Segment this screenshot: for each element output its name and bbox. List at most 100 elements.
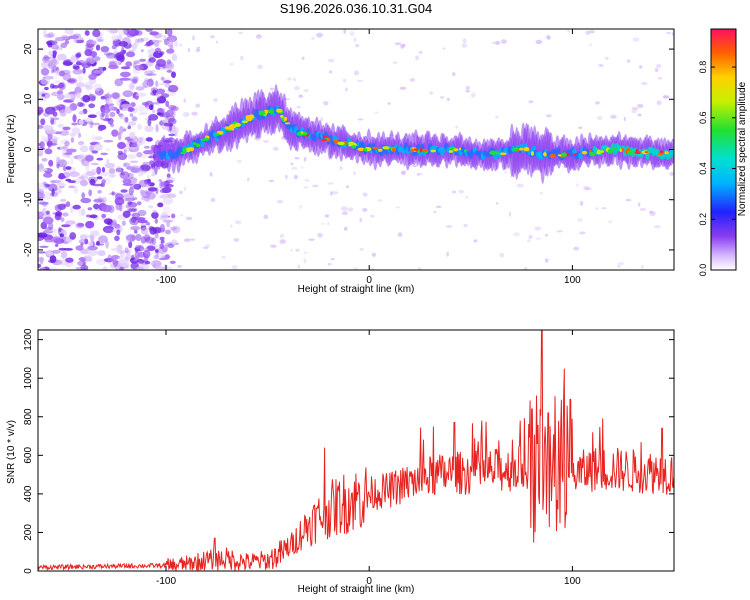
noise-blob	[96, 166, 102, 175]
x-tick-label: 0	[366, 576, 372, 587]
colorbar-tick-label: 0.2	[698, 213, 708, 226]
noise-speck	[298, 94, 304, 98]
noise-speck	[397, 232, 403, 238]
noise-blob	[167, 243, 175, 249]
noise-blob	[85, 214, 92, 218]
noise-speck	[649, 211, 656, 216]
noise-blob	[156, 96, 167, 104]
noise-blob	[93, 83, 103, 92]
noise-speck	[303, 251, 308, 254]
noise-speck	[311, 36, 315, 41]
noise-blob	[85, 84, 93, 91]
noise-blob	[93, 203, 100, 210]
noise-speck	[528, 234, 533, 240]
noise-speck	[625, 198, 632, 202]
noise-speck	[653, 225, 661, 229]
noise-blob	[108, 173, 116, 178]
noise-blob	[127, 201, 133, 205]
noise-blob	[120, 172, 125, 176]
noise-speck	[361, 207, 368, 213]
noise-speck	[656, 100, 662, 105]
ridge-hotspot	[382, 146, 390, 150]
noise-blob	[161, 118, 169, 123]
noise-blob	[83, 255, 93, 262]
noise-speck	[362, 192, 368, 197]
noise-blob	[115, 60, 121, 64]
noise-speck	[371, 252, 376, 257]
noise-blob	[87, 249, 99, 256]
x-tick-label: -100	[156, 275, 176, 286]
noise-speck	[451, 190, 457, 194]
noise-speck	[204, 244, 211, 247]
noise-blob	[51, 249, 61, 254]
noise-blob	[152, 109, 156, 114]
noise-blob	[101, 166, 106, 173]
noise-blob	[85, 171, 97, 176]
noise-blob	[106, 97, 113, 105]
noise-speck	[327, 262, 332, 266]
noise-blob	[166, 173, 171, 178]
noise-blob	[65, 106, 73, 114]
noise-blob	[65, 151, 73, 155]
noise-blob	[116, 250, 127, 254]
noise-blob	[52, 111, 58, 117]
noise-blob	[109, 111, 116, 117]
noise-blob	[166, 69, 173, 73]
noise-blob	[124, 197, 135, 202]
noise-speck	[339, 166, 343, 170]
noise-blob	[171, 239, 178, 245]
noise-blob	[127, 121, 137, 126]
noise-speck	[177, 265, 183, 268]
noise-blob	[42, 202, 48, 207]
noise-speck	[415, 55, 419, 61]
noise-speck	[272, 146, 279, 151]
noise-blob	[84, 49, 92, 57]
noise-blob	[51, 117, 60, 121]
noise-blob	[154, 233, 159, 239]
y-tick-label: -10	[23, 192, 34, 207]
snr-x-label: Height of straight line (km)	[298, 584, 415, 595]
noise-speck	[359, 247, 364, 251]
noise-blob	[152, 209, 157, 214]
noise-blob	[64, 140, 70, 147]
noise-blob	[128, 82, 135, 91]
noise-blob	[68, 185, 76, 189]
ridge-hotspot	[421, 149, 428, 152]
noise-blob	[125, 252, 132, 261]
noise-blob	[41, 61, 49, 69]
noise-blob	[67, 180, 77, 184]
y-tick-label: -20	[23, 242, 34, 257]
noise-speck	[343, 78, 346, 83]
noise-blob	[38, 124, 44, 129]
noise-blob	[160, 239, 165, 244]
noise-blob	[65, 201, 71, 208]
noise-blob	[105, 29, 116, 33]
ridge-hotspot	[664, 151, 669, 155]
noise-blob	[134, 251, 141, 259]
noise-blob	[94, 143, 103, 152]
noise-speck	[291, 166, 298, 170]
noise-blob	[64, 161, 70, 165]
noise-speck	[387, 102, 391, 105]
noise-blob	[159, 180, 164, 189]
noise-blob	[112, 258, 119, 267]
noise-speck	[321, 222, 325, 225]
noise-blob	[44, 237, 49, 240]
noise-blob	[146, 178, 151, 185]
noise-blob	[117, 132, 122, 141]
noise-speck	[494, 40, 501, 45]
noise-blob	[168, 104, 177, 111]
noise-speck	[247, 177, 250, 182]
noise-blob	[39, 245, 49, 248]
noise-blob	[142, 153, 147, 159]
y-tick-label: 20	[23, 43, 34, 55]
ridge-hotspot	[245, 115, 251, 120]
ridge-hotspot	[357, 147, 365, 151]
noise-blob	[63, 248, 74, 251]
noise-blob	[73, 33, 81, 37]
noise-speck	[303, 89, 309, 92]
noise-speck	[394, 42, 402, 46]
noise-blob	[62, 166, 67, 172]
ridge-hotspot	[378, 148, 383, 152]
noise-blob	[51, 188, 55, 197]
